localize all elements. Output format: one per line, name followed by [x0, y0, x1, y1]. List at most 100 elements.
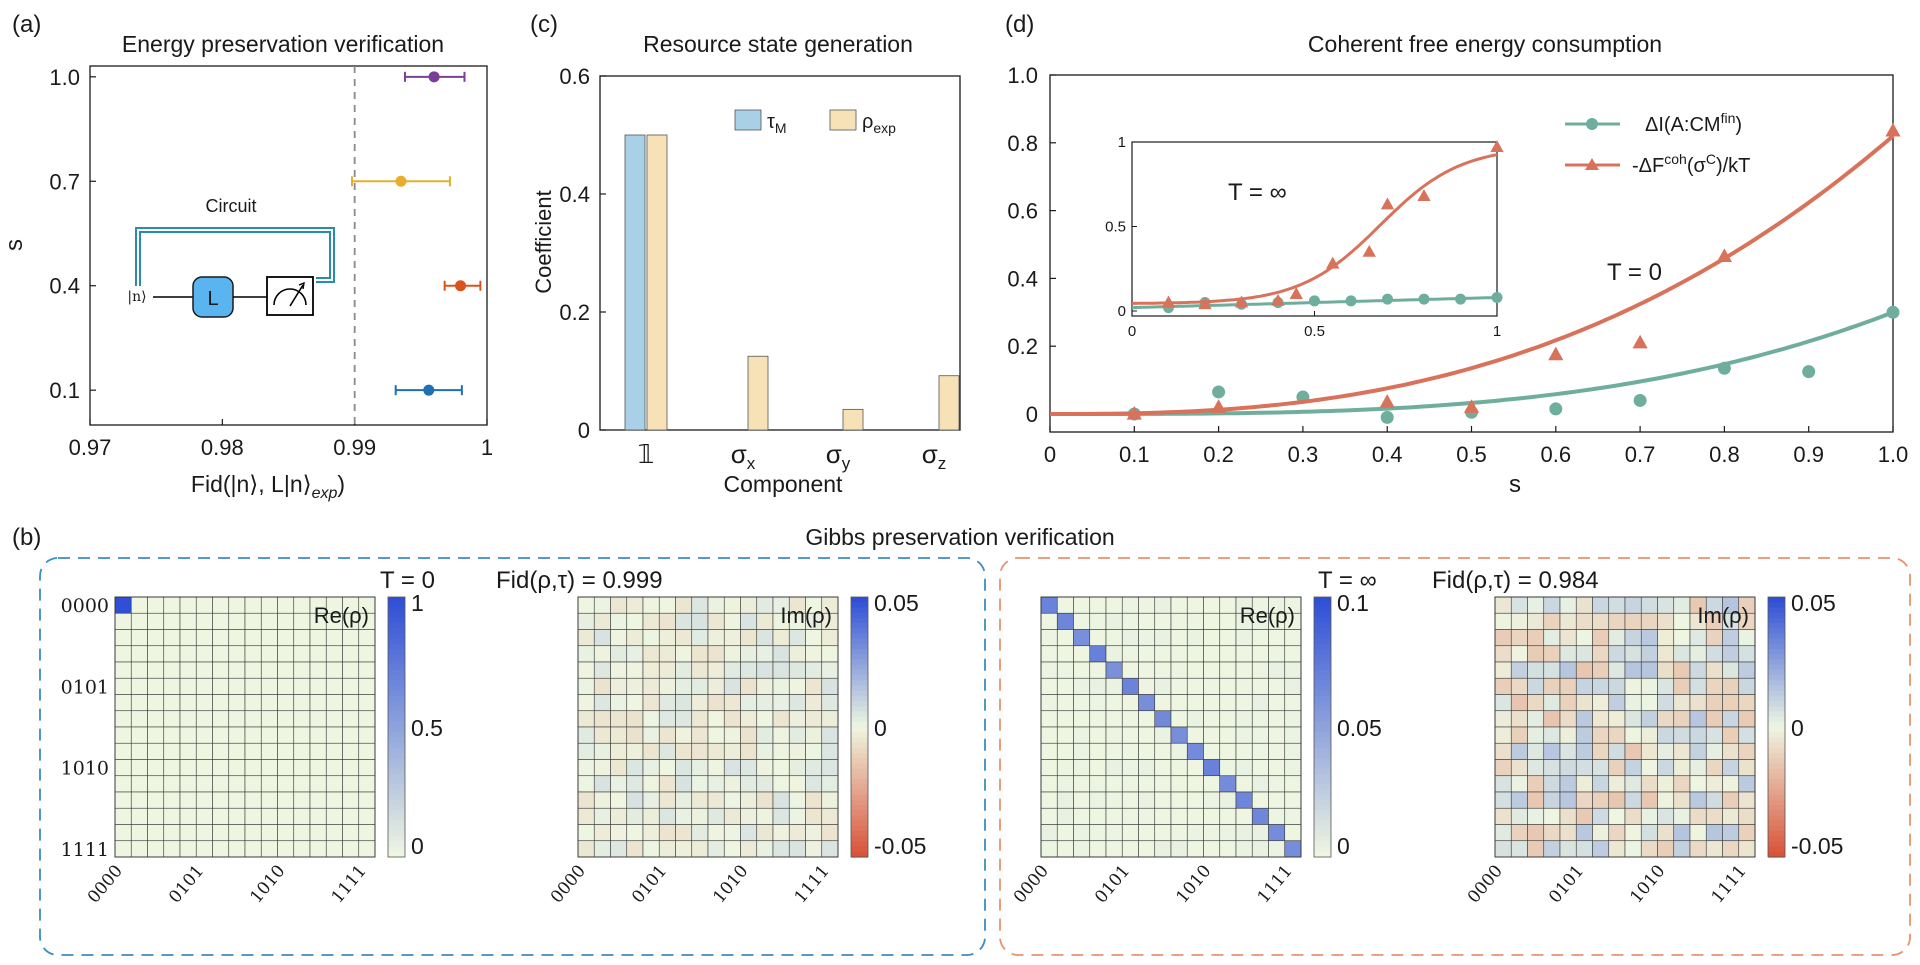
heatmap-cell: [228, 661, 246, 679]
heatmap-cell: [1219, 759, 1237, 777]
heatmap-cell: [309, 694, 327, 712]
heatmap-cell: [1170, 596, 1188, 614]
heatmap-cell: [821, 661, 839, 679]
colorbar-step: [851, 716, 868, 723]
colorbar-step: [851, 758, 868, 764]
heatmap-cell: [1738, 824, 1756, 842]
heatmap-cell: [675, 840, 693, 858]
heatmap-cell: [309, 726, 327, 744]
heatmap-x-tick-label: 1010: [709, 861, 752, 907]
heatmap-cell: [1608, 726, 1626, 744]
heatmap-cell: [788, 824, 806, 842]
heatmap-cell: [342, 840, 360, 858]
bar-rho: [747, 355, 769, 431]
heatmap-cell: [805, 694, 823, 712]
heatmap-cell: [1673, 629, 1691, 647]
heatmap-cell: [577, 677, 595, 695]
heatmap-cell: [1186, 645, 1204, 663]
heatmap-cell: [130, 791, 148, 809]
heatmap-cell: [1219, 596, 1237, 614]
heatmap-cell: [325, 645, 343, 663]
heatmap-cell: [309, 807, 327, 825]
heatmap-cell: [1657, 775, 1675, 793]
colorbar-step: [388, 685, 405, 692]
heatmap-cell: [163, 840, 181, 858]
heatmap-cell: [756, 710, 774, 728]
circuit-feedback-wire-inner: [139, 231, 331, 286]
y-tick-label: 0.6: [1007, 199, 1038, 224]
heatmap-cell: [1154, 840, 1172, 858]
inset-point-triangle: [1161, 295, 1176, 308]
legend-swatch: [734, 109, 762, 131]
heatmap-cell: [1186, 759, 1204, 777]
heatmap-cell: [1527, 694, 1545, 712]
heatmap-cell: [610, 840, 628, 858]
colorbar-step: [1314, 628, 1331, 634]
colorbar-step: [1768, 701, 1785, 707]
colorbar-step: [1768, 815, 1785, 822]
heatmap-cell: [1722, 759, 1740, 777]
colorbar-tick-label: 0.5: [411, 715, 443, 741]
heatmap-cell: [1592, 677, 1610, 695]
heatmap-cell: [1592, 742, 1610, 760]
colorbar-step: [851, 753, 868, 759]
heatmap-cell: [821, 759, 839, 777]
inset-y-tick-label: 0: [1118, 303, 1126, 320]
heatmap-cell: [805, 759, 823, 777]
heatmap-cell: [1251, 775, 1269, 793]
heatmap-cell: [821, 824, 839, 842]
heatmap-cell: [756, 694, 774, 712]
heatmap-cell: [772, 677, 790, 695]
heatmap-cell: [1154, 629, 1172, 647]
heatmap-cell: [1089, 759, 1107, 777]
colorbar-step: [388, 784, 405, 790]
heatmap-cell: [707, 694, 725, 712]
heatmap-cell: [1510, 759, 1528, 777]
heatmap-cell: [1510, 596, 1528, 614]
heatmap-cell: [260, 840, 278, 858]
heatmap-cell: [325, 629, 343, 647]
heatmap-cell: [1592, 840, 1610, 858]
heatmap-cell: [723, 710, 741, 728]
heatmap-cell: [723, 645, 741, 663]
heatmap-cell: [1235, 807, 1253, 825]
legend-label-mutual-info: ΔI(A:CMfin): [1645, 110, 1742, 136]
heatmap-cell: [1575, 824, 1593, 842]
heatmap-cell: [642, 742, 660, 760]
inset-axes-frame: [1131, 141, 1498, 317]
colorbar-step: [851, 815, 868, 822]
heatmap-cell: [1138, 807, 1156, 825]
heatmap-cell: [293, 661, 311, 679]
heatmap-cell: [658, 629, 676, 647]
heatmap-cell: [1105, 661, 1123, 679]
heatmap-cell: [1657, 726, 1675, 744]
colorbar-step: [1314, 758, 1331, 764]
heatmap-cell: [1527, 742, 1545, 760]
heatmap-cell: [1494, 791, 1512, 809]
y-tick-label: 0.1: [49, 378, 80, 403]
heatmap-x-tick-label: 0101: [628, 861, 671, 907]
heatmap-cell: [244, 726, 262, 744]
inset-x-tick-label: 1: [1493, 323, 1501, 340]
heatmap-cell: [1040, 629, 1058, 647]
heatmap-cell: [147, 629, 165, 647]
heatmap-cell: [707, 824, 725, 842]
y-tick-label: 0: [1026, 402, 1038, 427]
heatmap-cell: [1268, 807, 1286, 825]
heatmap-label: Im(ρ): [1697, 603, 1749, 628]
heatmap-cell: [130, 759, 148, 777]
colorbar-step: [1768, 763, 1785, 770]
heatmap-cell: [1592, 824, 1610, 842]
heatmap-x-tick-label: 1010: [1626, 861, 1669, 907]
heatmap-cell: [1138, 661, 1156, 679]
heatmap-cell: [610, 661, 628, 679]
colorbar-step: [1314, 675, 1331, 681]
heatmap-cell: [1073, 726, 1091, 744]
chart-a-title: Energy preservation verification: [122, 31, 444, 57]
heatmap-cell: [1559, 791, 1577, 809]
heatmap-cell: [1138, 645, 1156, 663]
colorbar-step: [851, 675, 868, 681]
heatmap-cell: [1268, 791, 1286, 809]
heatmap-cell: [1657, 596, 1675, 614]
heatmap-cell: [1089, 645, 1107, 663]
